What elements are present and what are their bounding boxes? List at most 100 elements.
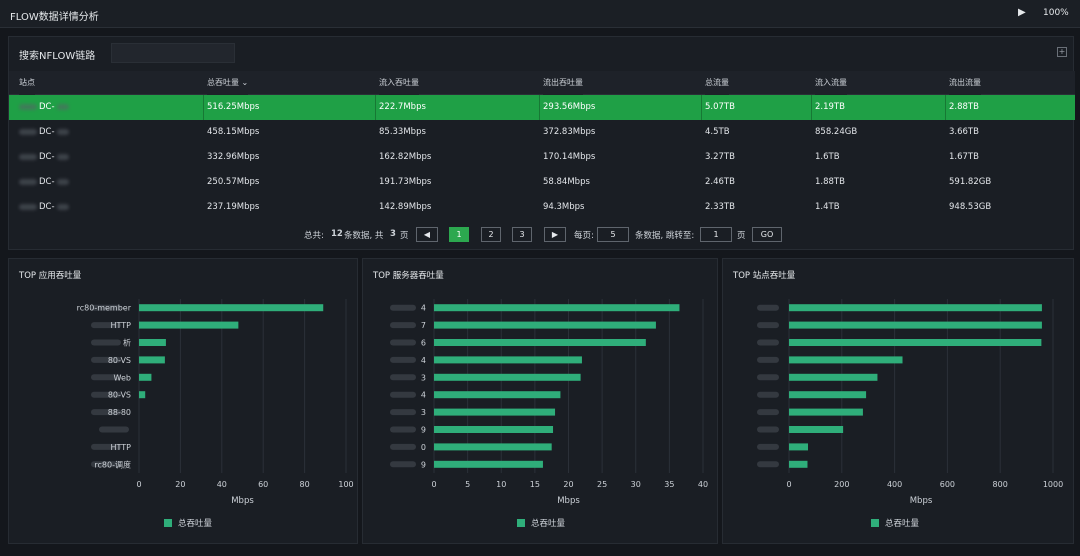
- x-axis-label: Mbps: [231, 496, 254, 506]
- jump-page-input[interactable]: 1: [700, 227, 732, 242]
- chart-legend[interactable]: 总吞吐量: [517, 517, 565, 529]
- pagination-total-pages: 3: [390, 229, 396, 239]
- redacted-label: [390, 304, 416, 311]
- zoom-level[interactable]: 100%: [1043, 8, 1069, 18]
- chart-bar: [789, 391, 867, 399]
- column-header[interactable]: 流入流量: [815, 71, 847, 95]
- chart-legend[interactable]: 总吞吐量: [164, 517, 212, 529]
- site-name: DC-: [39, 177, 55, 187]
- per-page-label: 每页:: [574, 231, 594, 241]
- redacted-label: [91, 356, 121, 363]
- chart-bar: [434, 339, 646, 346]
- table-row[interactable]: DC- 458.15Mbps 85.33Mbps 372.83Mbps 4.5TB 858…: [9, 120, 1075, 145]
- legend-label: 总吞吐量: [178, 519, 213, 529]
- table-cell: 85.33Mbps: [379, 127, 426, 137]
- redacted-text: [19, 203, 37, 210]
- column-divider: [375, 95, 376, 120]
- y-category-label: Web: [114, 373, 131, 382]
- table-cell: 162.82Mbps: [379, 152, 432, 162]
- chart-bar: [789, 408, 863, 416]
- table-cell: 222.7Mbps: [379, 102, 426, 112]
- column-header[interactable]: 流出吞吐量: [543, 71, 583, 95]
- chart-panel-site: TOP 站点吞吐量 0 200 400 600 800 1000 Mbps 总吞吐量: [722, 258, 1074, 544]
- redacted-label: [757, 409, 779, 416]
- redacted-label: [91, 374, 121, 381]
- x-tick-label: 0: [136, 480, 141, 489]
- table-cell: 1.88TB: [815, 177, 845, 187]
- redacted-label: [99, 426, 129, 433]
- redacted-label: [390, 443, 416, 450]
- table-cell: 2.88TB: [949, 102, 979, 112]
- chart-bar: [434, 373, 581, 381]
- column-header[interactable]: 流出流量: [949, 71, 981, 95]
- y-category-label: 80-VS: [108, 356, 131, 365]
- redacted-text: [56, 203, 69, 210]
- redacted-label: [390, 409, 416, 416]
- y-category-label: 6: [421, 339, 426, 348]
- column-header[interactable]: 流入吞吐量: [379, 71, 419, 95]
- per-page-input[interactable]: 5: [597, 227, 629, 242]
- table-header: [9, 71, 1075, 95]
- redacted-label: [91, 391, 121, 398]
- search-input[interactable]: [111, 43, 235, 63]
- column-header[interactable]: 总吞吐量 ⌄: [207, 71, 249, 95]
- expand-icon[interactable]: +: [1057, 47, 1067, 57]
- x-tick-label: 30: [631, 480, 641, 489]
- go-button[interactable]: GO: [752, 227, 782, 242]
- redacted-label: [91, 322, 121, 329]
- chart-bar: [789, 443, 809, 451]
- y-category-label: 3: [421, 373, 426, 382]
- pagination-total-count: 12: [331, 229, 343, 239]
- pagination-total-mid: 条数据, 共: [344, 231, 384, 241]
- page-button-1[interactable]: 1: [449, 227, 469, 242]
- redacted-text: [56, 103, 69, 110]
- site-name: DC-: [39, 152, 55, 162]
- x-tick-label: 35: [664, 480, 674, 489]
- chart-bar: [434, 426, 554, 433]
- chart-title: TOP 服务器吞吐量: [373, 271, 444, 281]
- chart-bar: [789, 460, 808, 468]
- table-row[interactable]: DC- 332.96Mbps 162.82Mbps 170.14Mbps 3.27TB 1…: [9, 145, 1075, 170]
- site-name: DC-: [39, 202, 55, 212]
- prev-page-button[interactable]: ◀: [416, 227, 438, 242]
- table-cell: 237.19Mbps: [207, 202, 260, 212]
- y-category-label: 9: [421, 460, 426, 469]
- x-tick-label: 10: [496, 480, 506, 489]
- y-category-label: 析: [123, 338, 131, 348]
- play-icon[interactable]: ▶: [1018, 7, 1026, 18]
- table-row[interactable]: DC- 516.25Mbps 222.7Mbps 293.56Mbps 5.07TB 2.…: [9, 95, 1075, 120]
- y-category-label: 88-80: [108, 408, 131, 417]
- chart-legend[interactable]: 总吞吐量: [871, 517, 919, 529]
- table-cell: 332.96Mbps: [207, 152, 260, 162]
- redacted-text: [56, 128, 69, 135]
- table-cell: 458.15Mbps: [207, 127, 260, 137]
- redacted-text: [56, 178, 69, 185]
- y-category-label: 7: [421, 321, 426, 330]
- x-tick-label: 20: [563, 480, 573, 489]
- table-row[interactable]: DC- 237.19Mbps 142.89Mbps 94.3Mbps 2.33TB 1.4…: [9, 195, 1075, 220]
- table-cell: 250.57Mbps: [207, 177, 260, 187]
- x-axis-label: Mbps: [910, 496, 933, 506]
- redacted-label: [390, 339, 416, 346]
- column-header[interactable]: 总流量: [705, 71, 729, 95]
- page-unit-label: 页: [737, 231, 746, 241]
- y-category-label: rc80-member: [77, 304, 132, 313]
- site-throughput-chart: 0 200 400 600 800 1000 Mbps: [757, 299, 1063, 506]
- chart-panel-app: TOP 应用吞吐量 0 20 40 60 80 100 Mbps rc80-member HTT…: [8, 258, 358, 544]
- redacted-label: [757, 391, 779, 398]
- redacted-label: [757, 426, 779, 433]
- page-button-3[interactable]: 3: [512, 227, 532, 242]
- redacted-label: [390, 374, 416, 381]
- column-header[interactable]: 站点: [19, 71, 35, 95]
- redacted-label: [91, 304, 121, 311]
- x-tick-label: 400: [887, 480, 902, 489]
- table-cell: 1.4TB: [815, 202, 840, 212]
- table-row[interactable]: DC- 250.57Mbps 191.73Mbps 58.84Mbps 2.46TB 1.…: [9, 170, 1075, 195]
- site-name: DC-: [39, 127, 55, 137]
- page-button-2[interactable]: 2: [481, 227, 501, 242]
- redacted-label: [757, 443, 779, 450]
- next-page-button[interactable]: ▶: [544, 227, 566, 242]
- chart-bar: [139, 356, 165, 364]
- legend-label: 总吞吐量: [531, 519, 566, 529]
- chart-bar: [789, 426, 844, 433]
